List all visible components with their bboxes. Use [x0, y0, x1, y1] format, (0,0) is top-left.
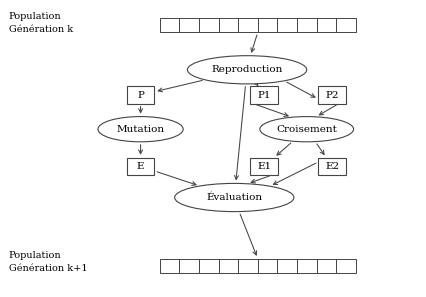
Bar	[258, 259, 277, 273]
Bar	[219, 259, 238, 273]
Bar	[199, 259, 219, 273]
Bar	[219, 18, 238, 32]
Bar	[160, 259, 179, 273]
Bar	[160, 18, 179, 32]
Text: Génération k+1: Génération k+1	[9, 264, 87, 273]
Text: Population: Population	[9, 251, 61, 260]
Bar	[319, 86, 346, 104]
Text: Reproduction: Reproduction	[211, 65, 283, 74]
Text: Évaluation: Évaluation	[206, 193, 262, 202]
Text: Génération k: Génération k	[9, 25, 73, 34]
Bar	[250, 158, 278, 175]
Bar	[238, 18, 258, 32]
Bar	[258, 18, 277, 32]
Bar	[336, 18, 356, 32]
Text: P1: P1	[257, 91, 271, 99]
Ellipse shape	[175, 183, 294, 211]
Text: E2: E2	[325, 162, 340, 171]
Bar	[317, 259, 336, 273]
Text: Croisement: Croisement	[276, 125, 337, 134]
Text: E1: E1	[257, 162, 271, 171]
Bar	[179, 259, 199, 273]
Bar	[127, 86, 155, 104]
Bar	[179, 18, 199, 32]
Ellipse shape	[98, 117, 183, 142]
Bar	[277, 259, 297, 273]
Bar	[199, 18, 219, 32]
Text: P2: P2	[325, 91, 339, 99]
Ellipse shape	[187, 56, 307, 84]
Bar	[250, 86, 278, 104]
Bar	[297, 259, 317, 273]
Bar	[297, 18, 317, 32]
Text: Population: Population	[9, 12, 61, 21]
Bar	[317, 18, 336, 32]
Ellipse shape	[260, 117, 354, 142]
Bar	[319, 158, 346, 175]
Bar	[238, 259, 258, 273]
Text: Mutation: Mutation	[117, 125, 164, 134]
Bar	[336, 259, 356, 273]
Text: E: E	[137, 162, 144, 171]
Bar	[277, 18, 297, 32]
Text: P: P	[137, 91, 144, 99]
Bar	[127, 158, 155, 175]
